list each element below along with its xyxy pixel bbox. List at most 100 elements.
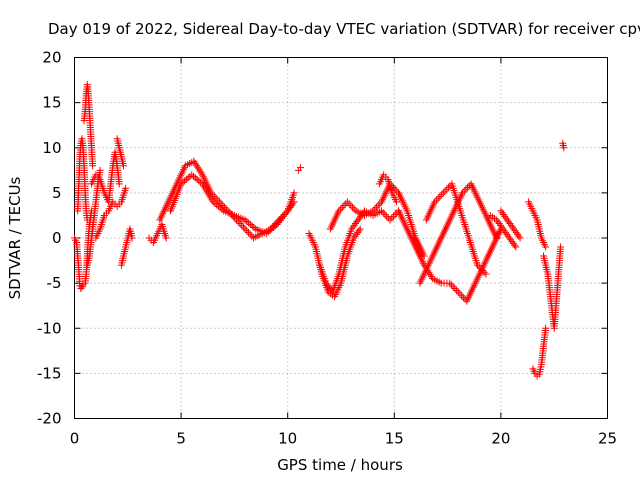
data-point — [477, 265, 485, 273]
data-point — [246, 230, 254, 238]
data-point — [241, 225, 249, 233]
data-point — [238, 221, 246, 229]
data-point — [340, 202, 348, 210]
data-point — [197, 178, 205, 186]
data-point — [510, 225, 518, 233]
data-point — [493, 234, 501, 242]
data-point — [335, 207, 343, 215]
x-tick-label: 10 — [278, 430, 297, 448]
data-point — [214, 202, 222, 210]
data-point — [290, 189, 298, 197]
data-markers — [71, 81, 568, 380]
data-point — [502, 214, 510, 222]
data-point — [353, 218, 361, 226]
data-point — [557, 243, 565, 251]
data-point — [502, 229, 510, 237]
data-point — [496, 221, 504, 229]
data-point — [191, 174, 199, 182]
data-point — [447, 281, 455, 289]
data-point — [431, 198, 439, 206]
data-point — [216, 204, 224, 212]
data-point — [241, 216, 249, 224]
data-point — [369, 207, 377, 215]
data-point — [379, 209, 387, 217]
data-point — [391, 185, 399, 193]
data-point — [347, 202, 355, 210]
data-point — [322, 279, 330, 287]
data-point — [239, 223, 247, 231]
data-point — [503, 230, 511, 238]
data-point — [383, 212, 391, 220]
data-point — [323, 281, 331, 289]
data-point — [507, 221, 515, 229]
data-point — [213, 201, 221, 209]
data-point — [462, 185, 470, 193]
data-point — [128, 234, 136, 242]
data-point — [188, 171, 196, 179]
x-tick-label: 15 — [385, 430, 404, 448]
y-tick-label: -20 — [37, 410, 62, 428]
data-point — [542, 324, 550, 332]
data-point — [77, 285, 85, 293]
data-point — [434, 194, 442, 202]
data-point — [388, 214, 396, 222]
data-point — [378, 207, 386, 215]
x-tick-label: 20 — [491, 430, 510, 448]
x-tick-label: 0 — [70, 430, 80, 448]
data-point — [296, 164, 304, 172]
data-point — [271, 222, 279, 230]
data-point — [482, 270, 490, 278]
data-point — [350, 221, 358, 229]
data-point — [177, 180, 185, 188]
data-point — [560, 144, 568, 152]
data-point — [508, 223, 516, 231]
data-point — [433, 196, 441, 204]
data-point — [78, 283, 86, 291]
data-point — [542, 243, 550, 251]
data-point — [288, 202, 296, 210]
y-tick-label: 5 — [52, 184, 62, 202]
data-point — [436, 192, 444, 200]
data-point — [503, 216, 511, 224]
data-point — [211, 199, 219, 207]
data-point — [352, 230, 360, 238]
data-point — [511, 241, 519, 249]
data-point — [115, 180, 123, 188]
data-point — [289, 200, 297, 208]
data-point — [236, 220, 244, 228]
y-tick-label: -10 — [37, 319, 62, 337]
data-point — [190, 172, 198, 180]
data-point — [420, 252, 428, 260]
data-point — [508, 238, 516, 246]
data-point — [243, 227, 251, 235]
data-point — [372, 203, 380, 211]
data-point — [506, 220, 514, 228]
data-point — [354, 229, 362, 237]
data-point — [218, 205, 226, 213]
data-point — [512, 243, 520, 251]
data-point — [495, 220, 503, 228]
data-point — [504, 232, 512, 240]
data-point — [493, 216, 501, 224]
y-tick-label: 0 — [52, 229, 62, 247]
data-point — [498, 209, 506, 217]
y-tick-label: 20 — [42, 49, 61, 67]
data-point — [451, 285, 459, 293]
data-point — [356, 225, 364, 233]
y-axis-label: SDTVAR / TECUs — [6, 176, 24, 299]
x-axis-label: GPS time / hours — [277, 456, 403, 474]
data-point — [120, 162, 128, 170]
data-point — [348, 225, 356, 233]
data-point — [501, 212, 509, 220]
data-point — [460, 187, 468, 195]
data-point — [193, 175, 201, 183]
data-point — [514, 230, 522, 238]
data-point — [355, 227, 363, 235]
data-point — [243, 217, 251, 225]
data-point — [122, 184, 130, 192]
data-point — [326, 285, 334, 293]
data-point — [343, 198, 351, 206]
data-point — [244, 229, 252, 237]
data-point — [515, 232, 523, 240]
